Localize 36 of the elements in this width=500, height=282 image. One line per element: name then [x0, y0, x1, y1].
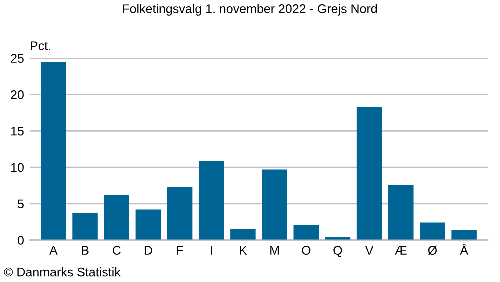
bar	[41, 62, 66, 240]
x-tick-label: I	[211, 246, 212, 255]
x-tick-label: Æ	[395, 246, 407, 255]
x-tick-label: M	[270, 246, 279, 255]
x-tick-label: Å	[460, 244, 468, 255]
y-tick-label: 10	[11, 163, 24, 172]
bar	[167, 187, 193, 240]
x-tick-label: F	[177, 246, 184, 255]
bar	[230, 229, 256, 240]
bar	[388, 184, 414, 240]
bar	[72, 213, 98, 240]
y-tick-label: 5	[18, 200, 24, 209]
bar	[356, 107, 382, 240]
bar	[262, 170, 288, 240]
chart-title: Folketingsvalg 1. november 2022 - Grejs Nord	[123, 4, 378, 16]
x-tick-label: B	[82, 246, 89, 255]
bar	[452, 230, 477, 240]
bar	[294, 224, 320, 240]
y-tick-label: 20	[11, 90, 24, 100]
x-tick-label: D	[144, 246, 152, 255]
bar	[104, 195, 130, 240]
x-tick-label: A	[50, 246, 58, 255]
x-tick-label: K	[240, 246, 248, 255]
x-tick-label: C	[112, 246, 121, 255]
x-tick-label: Ø	[428, 246, 438, 256]
y-tick-label: 15	[11, 127, 24, 136]
text: © Danmarks Statistik	[4, 268, 121, 277]
bar	[420, 222, 446, 240]
bar	[198, 160, 224, 240]
y-tick-label: 0	[18, 236, 24, 245]
y-tick-label: 25	[11, 54, 24, 64]
x-tick-label: V	[365, 246, 374, 255]
x-tick-label: Q	[334, 246, 342, 258]
x-tick-label: O	[302, 246, 311, 255]
bar	[136, 210, 162, 240]
y-axis-title: Pct.	[31, 42, 50, 50]
